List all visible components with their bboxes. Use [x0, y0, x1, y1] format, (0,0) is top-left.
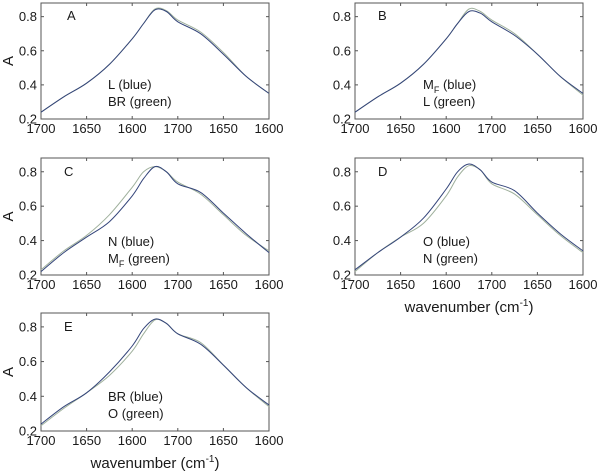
legend-annotation: BR (green) [108, 94, 172, 109]
y-tick-label: 0.6 [19, 199, 37, 214]
legend-annotation: MF (green) [108, 251, 170, 269]
x-tick-label: 1700 [27, 433, 56, 448]
axes-frame [40, 312, 270, 432]
x-tick-label: 1650 [523, 277, 552, 292]
x-tick-label: 1700 [163, 121, 192, 136]
x-axis-label: wavenumber (cm-1) [90, 454, 220, 472]
x-tick-label: 1650 [72, 277, 101, 292]
y-tick-label: 0.2 [19, 112, 37, 127]
legend-annotation: BR (blue) [108, 389, 163, 404]
x-tick-label: 1600 [569, 121, 598, 136]
y-tick-label: 0.2 [19, 268, 37, 283]
y-tick-label: 0.2 [19, 424, 37, 439]
y-tick-label: 0.8 [19, 164, 37, 179]
legend-annotation: L (green) [423, 94, 475, 109]
x-tick-label: 1650 [72, 121, 101, 136]
series-line-l [40, 8, 270, 113]
legend-annotation: MF (blue) [423, 77, 476, 95]
x-axis-label: wavenumber (cm-1) [404, 298, 534, 316]
x-tick-label: 1600 [118, 277, 147, 292]
x-tick-label: 1650 [386, 121, 415, 136]
x-tick-label: 1650 [209, 277, 238, 292]
legend-annotation: O (green) [108, 406, 164, 421]
series-line-br [40, 318, 270, 425]
axes-frame [354, 157, 584, 276]
x-tick-label: 1600 [255, 277, 284, 292]
y-tick-label: 0.2 [333, 268, 351, 283]
series-line-n [40, 165, 270, 272]
y-tick-label: 0.2 [333, 112, 351, 127]
x-tick-label: 1700 [27, 121, 56, 136]
x-tick-label: 1600 [118, 121, 147, 136]
panel-b: 0.2 0.4 0.6 0.8 1700 1650 1600 1700 1650 1600 B MF … [333, 2, 598, 136]
x-tick-label: 1700 [27, 277, 56, 292]
y-axis-label: A [0, 211, 17, 221]
x-tick-label: 1650 [523, 121, 552, 136]
x-tick-label: 1700 [163, 277, 192, 292]
x-tick-label: 1600 [432, 121, 461, 136]
x-tick-label: 1700 [477, 121, 506, 136]
x-tick-label: 1700 [477, 277, 506, 292]
x-tick-label: 1700 [341, 277, 370, 292]
panel-e: 0.2 0.4 0.6 0.8 1700 1650 1600 1700 1650 1600 E BR … [0, 312, 284, 472]
y-tick-label: 0.8 [19, 9, 37, 24]
y-tick-label: 0.4 [19, 77, 37, 92]
y-tick-label: 0.8 [333, 164, 351, 179]
legend-annotation: O (blue) [423, 234, 470, 249]
panel-label: C [64, 164, 73, 179]
x-tick-label: 1700 [341, 121, 370, 136]
panel-c: 0.2 0.4 0.6 0.8 1700 1650 1600 1700 1650 1600 C N (… [0, 157, 284, 292]
y-tick-label: 0.8 [19, 319, 37, 334]
x-tick-label: 1650 [209, 121, 238, 136]
axes-frame [40, 2, 270, 120]
panel-label: D [378, 164, 387, 179]
panel-label: B [378, 8, 387, 23]
panel-label: A [67, 8, 76, 23]
x-tick-label: 1600 [432, 277, 461, 292]
panel-d: 0.2 0.4 0.6 0.8 1700 1650 1600 1700 1650 1600 D O (… [333, 157, 598, 316]
y-axis-label: A [0, 367, 17, 377]
x-tick-label: 1600 [118, 433, 147, 448]
y-tick-label: 0.8 [333, 9, 351, 24]
x-tick-label: 1650 [72, 433, 101, 448]
legend-annotation: L (blue) [108, 77, 152, 92]
axes-frame [354, 2, 584, 120]
y-tick-label: 0.4 [19, 389, 37, 404]
y-axis-label: A [0, 56, 17, 66]
series-line-o [354, 163, 584, 271]
legend-annotation: N (blue) [108, 234, 154, 249]
y-tick-label: 0.6 [333, 199, 351, 214]
y-tick-label: 0.6 [19, 43, 37, 58]
x-tick-label: 1600 [255, 433, 284, 448]
x-tick-label: 1600 [255, 121, 284, 136]
panel-label: E [64, 319, 73, 334]
panel-a: 0.2 0.4 0.6 0.8 1700 1650 1600 1700 1650 1600 A L (… [0, 2, 284, 136]
y-tick-label: 0.6 [333, 43, 351, 58]
y-tick-label: 0.4 [333, 233, 351, 248]
legend-annotation: N (green) [423, 251, 478, 266]
y-tick-label: 0.4 [19, 233, 37, 248]
x-tick-label: 1700 [163, 433, 192, 448]
axes-frame [40, 157, 270, 276]
series-line-mf [354, 10, 584, 113]
x-tick-label: 1650 [386, 277, 415, 292]
y-tick-label: 0.4 [333, 77, 351, 92]
y-tick-label: 0.6 [19, 354, 37, 369]
x-tick-label: 1600 [569, 277, 598, 292]
x-tick-label: 1650 [209, 433, 238, 448]
